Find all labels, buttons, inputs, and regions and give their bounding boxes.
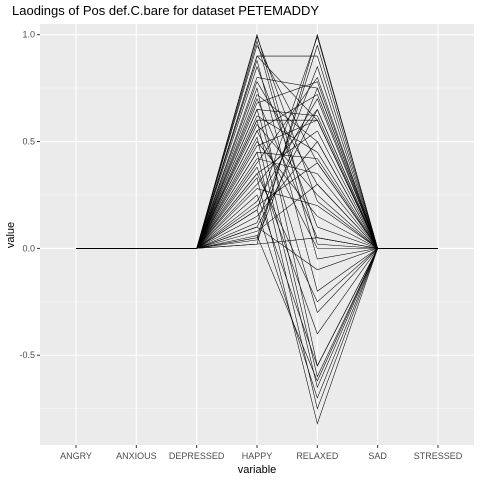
x-tick-label: RELAXED — [296, 451, 339, 461]
x-tick-label: HAPPY — [242, 451, 273, 461]
x-tick-label: SAD — [368, 451, 387, 461]
y-tick-label: 0.0 — [22, 243, 35, 253]
x-axis-label: variable — [238, 464, 277, 476]
x-tick-label: ANXIOUS — [116, 451, 157, 461]
x-axis: ANGRY ANXIOUS DEPRESSED HAPPY RELAXED SAD STRE… — [60, 445, 463, 461]
y-tick-label: -0.5 — [19, 350, 35, 360]
x-tick-label: DEPRESSED — [169, 451, 225, 461]
y-tick-label: 0.5 — [22, 137, 35, 147]
series-lines — [76, 33, 438, 425]
series-line — [76, 109, 438, 249]
y-tick-label: 1.0 — [22, 30, 35, 40]
y-axis-label: value — [5, 222, 17, 248]
x-tick-label: STRESSED — [414, 451, 463, 461]
grid-lines — [40, 24, 474, 445]
chart-title: Laodings of Pos def.C.bare for dataset P… — [12, 3, 320, 18]
y-axis: 1.0 0.5 0.0 -0.5 — [19, 30, 40, 360]
x-tick-label: ANGRY — [60, 451, 92, 461]
